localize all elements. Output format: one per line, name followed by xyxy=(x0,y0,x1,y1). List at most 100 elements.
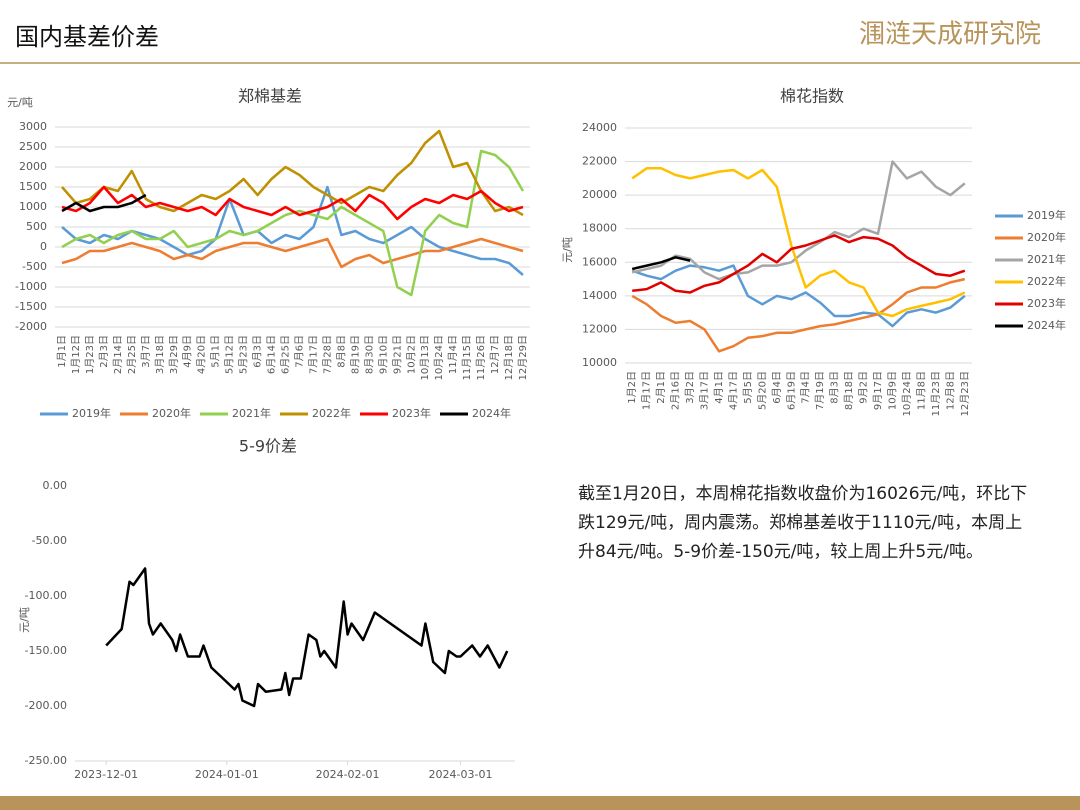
x-tick-label: 1月12日 xyxy=(70,335,82,374)
legend-label: 2019年 xyxy=(1027,208,1066,222)
y-tick-label: 0 xyxy=(40,240,47,253)
y-axis-label: 元/吨 xyxy=(18,607,31,633)
x-tick-label: 5月20日 xyxy=(756,371,768,410)
legend-label: 2024年 xyxy=(1027,318,1066,332)
y-tick-label: -50.00 xyxy=(32,534,67,547)
x-tick-label: 3月29日 xyxy=(168,335,180,374)
x-tick-label: 1月2日 xyxy=(626,371,638,404)
y-tick-label: 24000 xyxy=(582,121,617,134)
y-tick-label: 22000 xyxy=(582,155,617,168)
x-tick-label: 1月23日 xyxy=(84,335,96,374)
y-tick-label: -250.00 xyxy=(25,754,67,767)
x-tick-label: 2024-02-01 xyxy=(316,768,380,781)
x-tick-label: 12月7日 xyxy=(489,335,501,374)
x-tick-label: 12月29日 xyxy=(517,335,529,380)
x-tick-label: 11月4日 xyxy=(447,335,459,374)
legend-label: 2021年 xyxy=(232,406,271,420)
y-tick-label: 16000 xyxy=(582,255,617,268)
footer-bar xyxy=(0,796,1080,810)
y-tick-label: -1000 xyxy=(15,280,47,293)
x-tick-label: 11月15日 xyxy=(461,335,473,380)
legend-label: 2023年 xyxy=(392,406,431,420)
y-tick-label: -100.00 xyxy=(25,589,67,602)
x-tick-label: 8月18日 xyxy=(843,371,855,410)
x-tick-label: 10月2日 xyxy=(405,335,417,374)
legend-label: 2022年 xyxy=(1027,274,1066,288)
series-line xyxy=(61,185,524,221)
x-tick-label: 2023-12-01 xyxy=(74,768,138,781)
series-line xyxy=(631,167,966,318)
x-tick-label: 5月1日 xyxy=(210,335,222,368)
y-tick-label: -150.00 xyxy=(25,644,67,657)
x-tick-label: 2月1日 xyxy=(655,371,667,404)
x-tick-label: 2024-01-01 xyxy=(195,768,259,781)
series-line xyxy=(631,277,966,353)
legend-label: 2024年 xyxy=(472,406,511,420)
y-tick-label: -2000 xyxy=(15,320,47,333)
x-tick-label: 11月23日 xyxy=(930,371,942,416)
y-tick-label: 12000 xyxy=(582,322,617,335)
x-tick-label: 2月25日 xyxy=(126,335,138,374)
legend-label: 2019年 xyxy=(72,406,111,420)
legend-label: 2021年 xyxy=(1027,252,1066,266)
y-tick-label: 20000 xyxy=(582,188,617,201)
x-tick-label: 8月3日 xyxy=(829,371,841,404)
x-tick-label: 8月8日 xyxy=(335,335,347,368)
x-tick-label: 4月1日 xyxy=(713,371,725,404)
x-tick-label: 10月9日 xyxy=(886,371,898,410)
series-line xyxy=(61,237,524,269)
chart-title: 5-9价差 xyxy=(239,437,297,456)
series-line xyxy=(61,129,524,217)
x-tick-label: 7月4日 xyxy=(800,371,812,404)
y-tick-label: 1500 xyxy=(19,180,47,193)
x-tick-label: 9月17日 xyxy=(872,371,884,410)
x-tick-label: 3月17日 xyxy=(699,371,711,410)
x-tick-label: 12月23日 xyxy=(959,371,971,416)
series-line xyxy=(632,234,966,294)
series-line xyxy=(631,160,966,281)
y-axis-label: 元/吨 xyxy=(7,96,33,109)
x-tick-label: 6月19日 xyxy=(785,371,797,410)
x-tick-label: 8月30日 xyxy=(363,335,375,374)
y-tick-label: 0.00 xyxy=(43,479,68,492)
y-tick-label: 500 xyxy=(26,220,47,233)
legend-label: 2022年 xyxy=(312,406,351,420)
x-tick-label: 9月21日 xyxy=(391,335,403,374)
x-tick-label: 2月3日 xyxy=(98,335,110,368)
x-tick-label: 6月25日 xyxy=(280,335,292,374)
x-tick-label: 4月9日 xyxy=(182,335,194,368)
legend-label: 2023年 xyxy=(1027,296,1066,310)
slide-title: 国内基差价差 xyxy=(15,23,159,51)
x-tick-label: 10月13日 xyxy=(419,335,431,380)
x-tick-label: 1月1日 xyxy=(56,335,68,368)
y-tick-label: -500 xyxy=(22,260,47,273)
x-tick-label: 4月20日 xyxy=(196,335,208,374)
series-line xyxy=(105,567,509,708)
y-tick-label: -200.00 xyxy=(25,699,67,712)
x-tick-label: 5月5日 xyxy=(742,371,754,404)
x-tick-label: 10月24日 xyxy=(433,335,445,380)
x-tick-label: 8月19日 xyxy=(349,335,361,374)
x-tick-label: 5月12日 xyxy=(224,335,236,374)
chart-title: 郑棉基差 xyxy=(238,87,302,106)
y-tick-label: 2000 xyxy=(19,160,47,173)
x-tick-label: 10月24日 xyxy=(901,371,913,416)
x-tick-label: 7月19日 xyxy=(814,371,826,410)
x-tick-label: 7月28日 xyxy=(321,335,333,374)
y-tick-label: 10000 xyxy=(582,356,617,369)
x-tick-label: 2月16日 xyxy=(670,371,682,410)
x-tick-label: 2024-03-01 xyxy=(429,768,493,781)
x-tick-label: 7月17日 xyxy=(307,335,319,374)
y-axis-label: 元/吨 xyxy=(561,237,574,263)
x-tick-label: 2月14日 xyxy=(112,335,124,374)
x-tick-label: 9月2日 xyxy=(858,371,870,404)
x-tick-label: 12月8日 xyxy=(944,371,956,410)
y-tick-label: 14000 xyxy=(582,289,617,302)
y-tick-label: 2500 xyxy=(19,140,47,153)
x-tick-label: 9月10日 xyxy=(377,335,389,374)
x-tick-label: 3月2日 xyxy=(684,371,696,404)
chart-title: 棉花指数 xyxy=(780,87,844,106)
x-tick-label: 3月7日 xyxy=(140,335,152,368)
